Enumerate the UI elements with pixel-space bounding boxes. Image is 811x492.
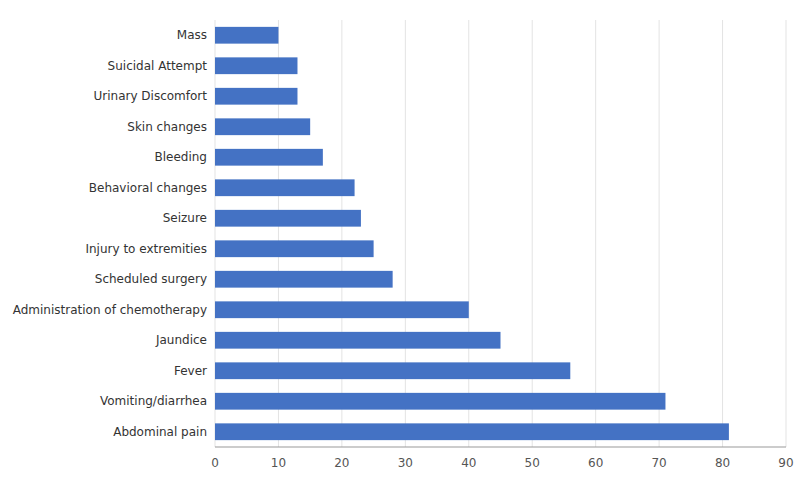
grid-line — [278, 20, 279, 447]
bar — [215, 271, 393, 288]
bar — [215, 27, 278, 44]
bar — [215, 57, 297, 74]
category-label: Seizure — [163, 211, 207, 225]
category-label: Skin changes — [127, 120, 207, 134]
bar — [215, 179, 355, 196]
category-label: Mass — [177, 28, 207, 42]
category-label: Scheduled surgery — [95, 272, 207, 286]
category-label: Behavioral changes — [89, 181, 207, 195]
category-label: Vomiting/diarrhea — [100, 394, 207, 408]
grid-line — [595, 20, 596, 447]
tick-label: 40 — [461, 456, 476, 470]
tick-label: 30 — [398, 456, 413, 470]
bar — [215, 149, 323, 166]
grid — [215, 20, 786, 447]
category-label: Fever — [174, 364, 207, 378]
bar — [215, 301, 469, 318]
tick-label: 10 — [271, 456, 286, 470]
chart-container: 0 10 20 30 40 50 60 70 80 90 Abdominal pain Vomitin… — [0, 0, 811, 492]
category-label: Bleeding — [154, 150, 207, 164]
bar — [215, 332, 501, 349]
bar — [215, 88, 297, 105]
grid-line — [786, 20, 787, 447]
bars — [215, 27, 729, 440]
axis-line — [215, 447, 786, 448]
tick-label: 20 — [334, 456, 349, 470]
grid-line — [532, 20, 533, 447]
grid-line — [659, 20, 660, 447]
grid-line — [341, 20, 342, 447]
bar — [215, 210, 361, 227]
category-label: Abdominal pain — [113, 425, 207, 439]
tick-label: 60 — [588, 456, 603, 470]
bar — [215, 362, 570, 379]
chart-svg: 0 10 20 30 40 50 60 70 80 90 Abdominal pain Vomitin… — [0, 0, 811, 492]
tick-label: 90 — [778, 456, 793, 470]
bar — [215, 393, 665, 410]
grid-line — [468, 20, 469, 447]
category-label: Injury to extremities — [85, 242, 207, 256]
category-label: Administration of chemotherapy — [13, 303, 207, 317]
grid-line — [405, 20, 406, 447]
grid-line — [722, 20, 723, 447]
bar — [215, 118, 310, 135]
grid-line — [215, 20, 216, 447]
category-label: Jaundice — [155, 333, 207, 347]
tick-label: 0 — [211, 456, 219, 470]
category-label: Urinary Discomfort — [93, 89, 207, 103]
tick-label: 70 — [651, 456, 666, 470]
tick-label: 50 — [525, 456, 540, 470]
bar — [215, 240, 374, 257]
bar — [215, 423, 729, 440]
category-label: Suicidal Attempt — [108, 59, 208, 73]
axes: 0 10 20 30 40 50 60 70 80 90 Abdominal pain Vomitin… — [13, 28, 794, 470]
tick-label: 80 — [715, 456, 730, 470]
